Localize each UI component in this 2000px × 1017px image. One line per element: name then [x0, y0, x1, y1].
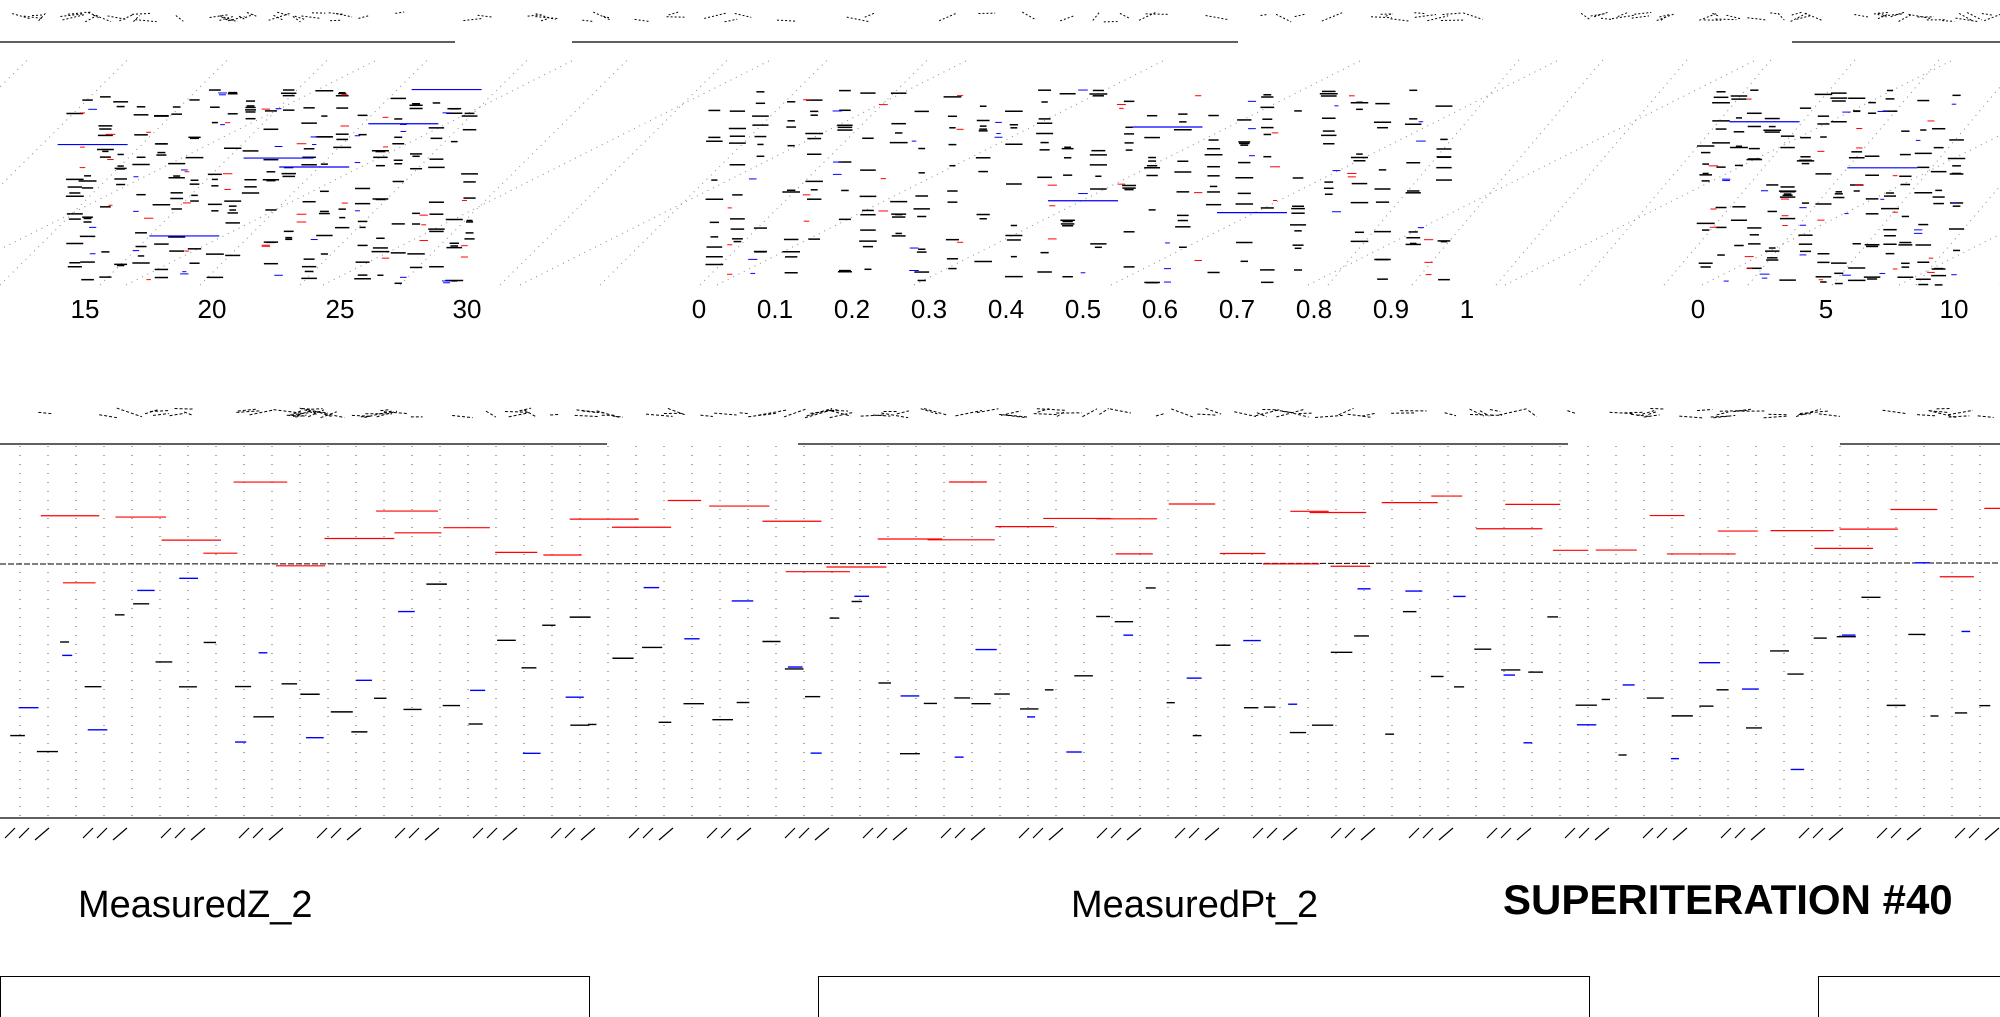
x-tick-label: 30 — [453, 294, 482, 324]
x-tick-label: 0.8 — [1296, 294, 1332, 324]
lower-header-band-mark — [1650, 409, 1665, 410]
caption-measuredz: MeasuredZ_2 — [78, 884, 312, 927]
x-tick-label: 0.9 — [1373, 294, 1409, 324]
x-tick-label: 0 — [1691, 294, 1705, 324]
x-tick-label: 5 — [1819, 294, 1833, 324]
x-tick-label: 20 — [198, 294, 227, 324]
x-tick-label: 0 — [692, 294, 706, 324]
superiteration-banner: SUPERITERATION #40 — [1503, 876, 1953, 924]
bottom-panel-frame-left — [0, 976, 590, 1017]
x-tick-label: 0.1 — [757, 294, 793, 324]
x-tick-label: 0.7 — [1219, 294, 1255, 324]
bottom-panel-frame-right — [1818, 976, 2000, 1017]
x-tick-label: 15 — [71, 294, 100, 324]
x-tick-label: 1 — [1460, 294, 1474, 324]
caption-measuredpt: MeasuredPt_2 — [1071, 884, 1318, 927]
lower-header-band-mark — [1299, 413, 1313, 414]
bottom-panel-frame-middle — [818, 976, 1590, 1017]
x-tick-label: 0.2 — [834, 294, 870, 324]
x-tick-label: 10 — [1940, 294, 1969, 324]
x-tick-label: 0.5 — [1065, 294, 1101, 324]
x-tick-label: 0.3 — [911, 294, 947, 324]
x-tick-label: 0.6 — [1142, 294, 1178, 324]
x-tick-label: 25 — [326, 294, 355, 324]
header-band-mark — [32, 15, 42, 16]
x-tick-label: 0.4 — [988, 294, 1024, 324]
